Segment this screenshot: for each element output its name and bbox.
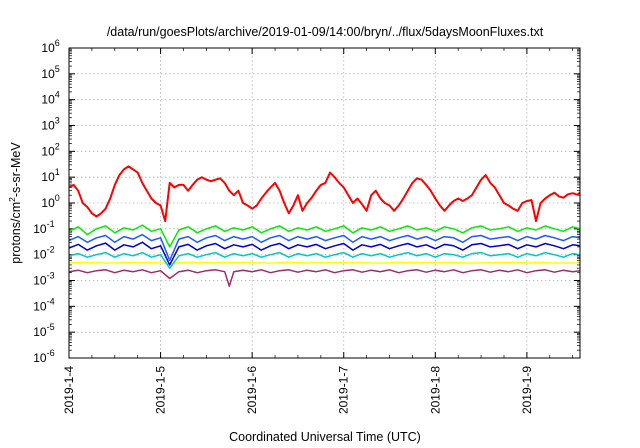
y-axis-title-pre: protons/cm	[9, 202, 23, 264]
y-tick-base: 10	[41, 93, 55, 107]
x-tick-label: 2019-1-4	[62, 366, 76, 414]
y-tick-base: 10	[33, 325, 47, 339]
y-tick-base: 10	[41, 119, 55, 133]
y-tick-exp: 5	[55, 64, 60, 74]
y-tick-exp: -6	[47, 348, 55, 358]
y-tick-base: 10	[41, 196, 55, 210]
grid-lines	[69, 48, 580, 358]
x-tick-label: 2019-1-9	[520, 366, 534, 414]
y-tick-label: 10-4	[33, 296, 54, 313]
x-axis-title: Coordinated Universal Time (UTC)	[229, 430, 421, 444]
y-tick-base: 10	[33, 248, 47, 262]
y-tick-exp: 3	[55, 116, 60, 126]
y-tick-label: 10-3	[33, 271, 54, 288]
x-tick-label: 2019-1-6	[245, 366, 259, 414]
y-tick-exp: -4	[47, 296, 55, 306]
series-line-1	[68, 224, 581, 248]
y-tick-base: 10	[41, 170, 55, 184]
series-line-3	[68, 241, 581, 266]
x-tick-label: 2019-1-5	[154, 366, 168, 414]
y-tick-base: 10	[33, 351, 47, 365]
y-tick-base: 10	[41, 144, 55, 158]
chart-title: /data/run/goesPlots/archive/2019-01-09/1…	[107, 25, 544, 39]
y-axis-ticks: 10-610-510-410-310-210-11001011021031041…	[33, 38, 580, 365]
y-tick-exp: -1	[47, 219, 55, 229]
y-tick-exp: 0	[55, 193, 60, 203]
y-tick-label: 10-1	[33, 219, 54, 236]
x-tick-label: 2019-1-8	[428, 366, 442, 414]
y-tick-label: 10-2	[33, 245, 54, 262]
series-line-2	[68, 233, 581, 262]
y-tick-exp: 6	[55, 38, 60, 48]
y-tick-label: 10-6	[33, 348, 54, 365]
series-line-0	[68, 165, 581, 223]
x-tick-label: 2019-1-7	[337, 366, 351, 414]
x-axis-ticks: 2019-1-4 2019-1-5 2019-1-6 2019-1-7 2019-1-8…	[62, 48, 534, 414]
series-line-4	[68, 251, 581, 269]
y-tick-label: 104	[41, 90, 59, 107]
y-tick-exp: -3	[47, 271, 55, 281]
y-tick-label: 106	[41, 38, 59, 55]
y-axis-title-sup: 2	[7, 197, 17, 202]
y-tick-base: 10	[41, 41, 55, 55]
series-line-5	[68, 261, 581, 265]
y-tick-label: 10-5	[33, 322, 54, 339]
series-line-6	[68, 269, 581, 287]
y-axis-title: protons/cm2-s-sr-MeV	[7, 142, 23, 264]
y-tick-label: 100	[41, 193, 59, 210]
y-tick-exp: 2	[55, 141, 60, 151]
y-tick-label: 101	[41, 167, 59, 184]
plot-frame	[68, 47, 581, 359]
y-axis-title-post: -s-sr-MeV	[9, 142, 23, 198]
y-tick-exp: -2	[47, 245, 55, 255]
data-series	[68, 165, 581, 287]
y-tick-exp: 4	[55, 90, 60, 100]
y-tick-exp: 1	[55, 167, 60, 177]
y-tick-label: 105	[41, 64, 59, 81]
y-tick-exp: -5	[47, 322, 55, 332]
y-tick-base: 10	[33, 222, 47, 236]
y-tick-base: 10	[41, 67, 55, 81]
y-tick-label: 102	[41, 141, 59, 158]
y-tick-label: 103	[41, 116, 59, 133]
y-tick-base: 10	[33, 299, 47, 313]
y-tick-base: 10	[33, 274, 47, 288]
